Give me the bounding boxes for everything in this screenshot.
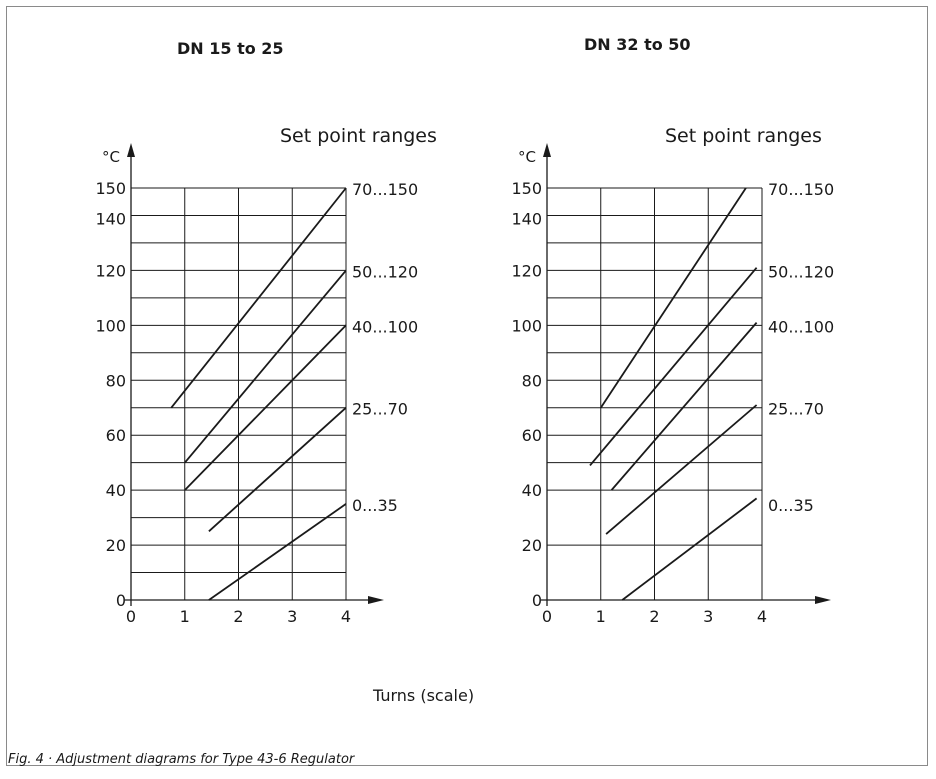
range-heading-right: Set point ranges — [665, 125, 822, 147]
y-tick-label: 150 — [511, 179, 542, 198]
series-line — [600, 187, 747, 409]
y-tick-label: 120 — [95, 261, 126, 280]
x-tick-label: 1 — [180, 607, 190, 626]
x-tick-label: 3 — [703, 607, 713, 626]
range-heading-left: Set point ranges — [280, 125, 437, 147]
series-label: 70...150 — [768, 180, 834, 199]
y-tick-label: 140 — [95, 209, 126, 228]
y-tick-label: 100 — [95, 316, 126, 335]
y-axis-arrow — [127, 143, 135, 157]
y-tick-label: 80 — [522, 371, 542, 390]
series-label: 0...35 — [768, 496, 814, 515]
y-tick-label: 100 — [511, 316, 542, 335]
y-tick-label: 150 — [95, 179, 126, 198]
y-tick-label: 20 — [522, 536, 542, 555]
y-axis-unit: °C — [518, 148, 536, 166]
series-label: 50...120 — [768, 262, 834, 281]
series-line — [184, 269, 347, 464]
x-tick-label: 1 — [596, 607, 606, 626]
series-label: 25...70 — [768, 400, 824, 419]
series-label: 50...120 — [352, 262, 418, 281]
chart-title-left: DN 15 to 25 — [177, 39, 284, 58]
series-label: 70...150 — [352, 180, 418, 199]
y-tick-label: 140 — [511, 209, 542, 228]
y-tick-label: 40 — [522, 481, 542, 500]
y-tick-label: 60 — [522, 426, 542, 445]
x-tick-label: 2 — [233, 607, 243, 626]
series-label: 40...100 — [352, 317, 418, 336]
y-tick-label: 60 — [106, 426, 126, 445]
series-label: 0...35 — [352, 496, 398, 515]
series-line — [610, 322, 758, 491]
series-line — [605, 404, 758, 535]
y-tick-label: 0 — [116, 591, 126, 610]
series-line — [208, 503, 347, 601]
series-line — [589, 267, 758, 466]
figure-caption: Fig. 4 · Adjustment diagrams for Type 43… — [8, 752, 355, 767]
chart-title-right: DN 32 to 50 — [584, 35, 691, 54]
series-line — [184, 324, 347, 491]
series-line — [621, 497, 758, 601]
x-tick-label: 2 — [649, 607, 659, 626]
x-tick-label: 0 — [542, 607, 552, 626]
y-tick-label: 0 — [532, 591, 542, 610]
x-tick-label: 4 — [341, 607, 351, 626]
x-tick-label: 3 — [287, 607, 297, 626]
x-tick-label: 4 — [757, 607, 767, 626]
x-tick-label: 0 — [126, 607, 136, 626]
series-label: 40...100 — [768, 317, 834, 336]
y-axis-arrow — [543, 143, 551, 157]
series-line — [208, 407, 347, 532]
x-axis-arrow — [368, 596, 384, 604]
y-axis-unit: °C — [102, 148, 120, 166]
y-tick-label: 40 — [106, 481, 126, 500]
x-axis-arrow — [815, 596, 831, 604]
y-tick-label: 20 — [106, 536, 126, 555]
x-axis-title: Turns (scale) — [373, 686, 475, 705]
y-tick-label: 80 — [106, 371, 126, 390]
series-line — [170, 187, 347, 409]
y-tick-label: 120 — [511, 261, 542, 280]
series-label: 25...70 — [352, 400, 408, 419]
figure-frame — [6, 6, 928, 766]
